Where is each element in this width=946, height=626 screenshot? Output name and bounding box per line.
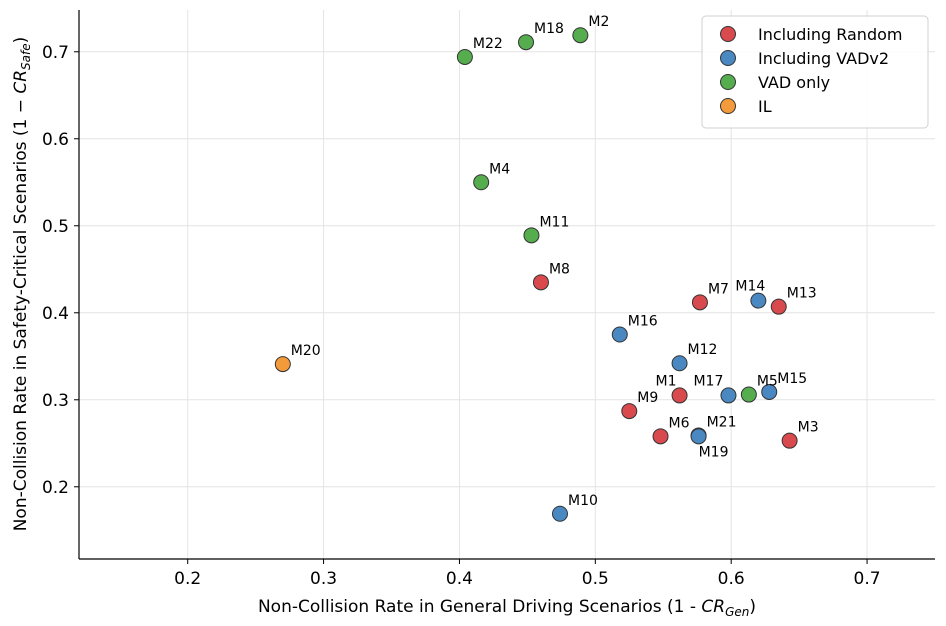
data-point-m5 xyxy=(740,386,757,403)
data-point-m3 xyxy=(781,432,798,449)
point-label-m8: M8 xyxy=(549,261,570,277)
y-tick-label: 0.6 xyxy=(42,130,69,150)
y-tick-label: 0.3 xyxy=(42,391,69,411)
data-point-m10 xyxy=(551,505,568,522)
point-label-m4: M4 xyxy=(489,161,510,177)
point-label-m3: M3 xyxy=(798,420,819,436)
legend-marker-2 xyxy=(720,74,736,90)
legend-label-3: IL xyxy=(758,97,772,116)
data-point-m18 xyxy=(518,34,535,51)
point-label-m22: M22 xyxy=(473,36,503,52)
data-point-m9 xyxy=(621,403,638,420)
data-point-m22 xyxy=(456,48,473,65)
x-tick-label: 0.2 xyxy=(174,569,201,589)
x-tick-label: 0.6 xyxy=(718,569,745,589)
data-point-m19 xyxy=(690,428,707,445)
x-tick-label: 0.4 xyxy=(446,569,473,589)
point-label-m16: M16 xyxy=(628,314,658,330)
legend-marker-3 xyxy=(720,98,736,114)
y-tick-label: 0.4 xyxy=(42,304,69,324)
data-point-m6 xyxy=(652,428,669,445)
point-label-m20: M20 xyxy=(291,343,321,359)
x-tick-label: 0.7 xyxy=(854,569,881,589)
point-label-m9: M9 xyxy=(637,390,658,406)
legend-box xyxy=(701,15,929,129)
data-point-m12 xyxy=(671,355,688,372)
legend-label-2: VAD only xyxy=(758,73,830,92)
point-label-m6: M6 xyxy=(669,415,690,431)
ticks: 0.2 0.3 0.4 0.5 0.6 0.7 0.2 0.3 0.4 0.5 0.6 0.7 xyxy=(42,43,881,589)
data-point-m8 xyxy=(532,274,549,291)
point-label-m18: M18 xyxy=(534,21,564,37)
legend-label-1: Including VADv2 xyxy=(758,49,889,68)
point-label-m1: M1 xyxy=(656,373,677,389)
data-point-m11 xyxy=(523,227,540,244)
y-tick-label: 0.7 xyxy=(42,43,69,63)
legend: Including Random Including VADv2 VAD only I… xyxy=(701,15,929,129)
data-point-m15 xyxy=(761,383,778,400)
x-axis-label: Non-Collision Rate in General Driving Sc… xyxy=(258,597,756,619)
axes xyxy=(78,10,935,560)
y-tick-label: 0.5 xyxy=(42,217,69,237)
data-point-m20 xyxy=(274,356,291,373)
x-tick-label: 0.5 xyxy=(582,569,609,589)
point-label-m5: M5 xyxy=(757,374,778,390)
point-label-m15: M15 xyxy=(777,371,807,387)
data-point-m14 xyxy=(750,292,767,309)
data-point-m13 xyxy=(770,298,787,315)
point-label-m2: M2 xyxy=(588,14,609,30)
y-axis-label: Non-Collision Rate in Safety-Critical Sc… xyxy=(11,37,33,532)
point-label-m19: M19 xyxy=(699,444,729,460)
point-label-m10: M10 xyxy=(568,493,598,509)
point-label-m12: M12 xyxy=(688,342,718,358)
point-label-m7: M7 xyxy=(708,281,729,297)
legend-marker-0 xyxy=(720,26,736,42)
data-point-m4 xyxy=(473,174,490,191)
data-point-m2 xyxy=(572,27,589,44)
x-tick-label: 0.3 xyxy=(310,569,337,589)
data-point-m7 xyxy=(691,294,708,311)
data-point-m1 xyxy=(671,387,688,404)
data-point-m17 xyxy=(720,387,737,404)
data-point-m16 xyxy=(611,326,628,343)
legend-marker-1 xyxy=(720,50,736,66)
point-label-m11: M11 xyxy=(539,214,569,230)
data-points xyxy=(274,27,798,522)
y-tick-label: 0.2 xyxy=(42,478,69,498)
point-label-m13: M13 xyxy=(787,286,817,302)
point-label-m21: M21 xyxy=(707,414,737,430)
point-label-m14: M14 xyxy=(735,279,765,295)
legend-label-0: Including Random xyxy=(758,25,902,44)
point-label-m17: M17 xyxy=(693,373,723,389)
